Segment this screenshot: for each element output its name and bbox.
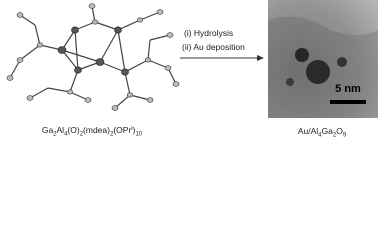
- arrow-head: [257, 55, 264, 61]
- label-segment: (O): [67, 125, 79, 135]
- label-segment: ): [133, 125, 136, 135]
- product-label: Au/Al4Ga2O9: [298, 126, 347, 139]
- label-segment: 2: [53, 132, 57, 138]
- step-label: (i) Hydrolysis: [184, 28, 233, 38]
- page: {"precursor_label": [{"text": "Ga"}, {"t…: [6, 0, 378, 139]
- step-label: (ii) Au deposition: [182, 42, 245, 52]
- label-segment: (OPr: [113, 125, 131, 135]
- scale-bar-label: 5 nm: [335, 83, 361, 95]
- label-segment: 2: [80, 132, 84, 138]
- label-segment: O: [336, 126, 343, 136]
- precursor-label: Ga2Al4(O)2(mdea)2(OPri)10: [42, 125, 143, 138]
- label-segment: i: [131, 126, 132, 132]
- label-segment: 2: [333, 133, 337, 139]
- label-segment: Al: [57, 125, 65, 135]
- label-segment: Ga: [42, 125, 54, 135]
- label-segment: 10: [135, 132, 142, 138]
- molecule: [6, 3, 180, 111]
- label-segment: (mdea): [83, 125, 110, 135]
- scale-bar: [330, 100, 366, 104]
- label-segment: 9: [343, 133, 347, 139]
- graphic: Ga2Al4(O)2(mdea)2(OPri)10 (i) Hydrolysis…: [6, 0, 378, 139]
- label-segment: 4: [64, 132, 68, 138]
- label-segment: Au/Al: [298, 126, 318, 136]
- label-segment: 4: [318, 133, 322, 139]
- label-segment: 2: [110, 132, 114, 138]
- tem-image: 5 nm: [268, 0, 378, 119]
- label-segment: Ga: [322, 126, 334, 136]
